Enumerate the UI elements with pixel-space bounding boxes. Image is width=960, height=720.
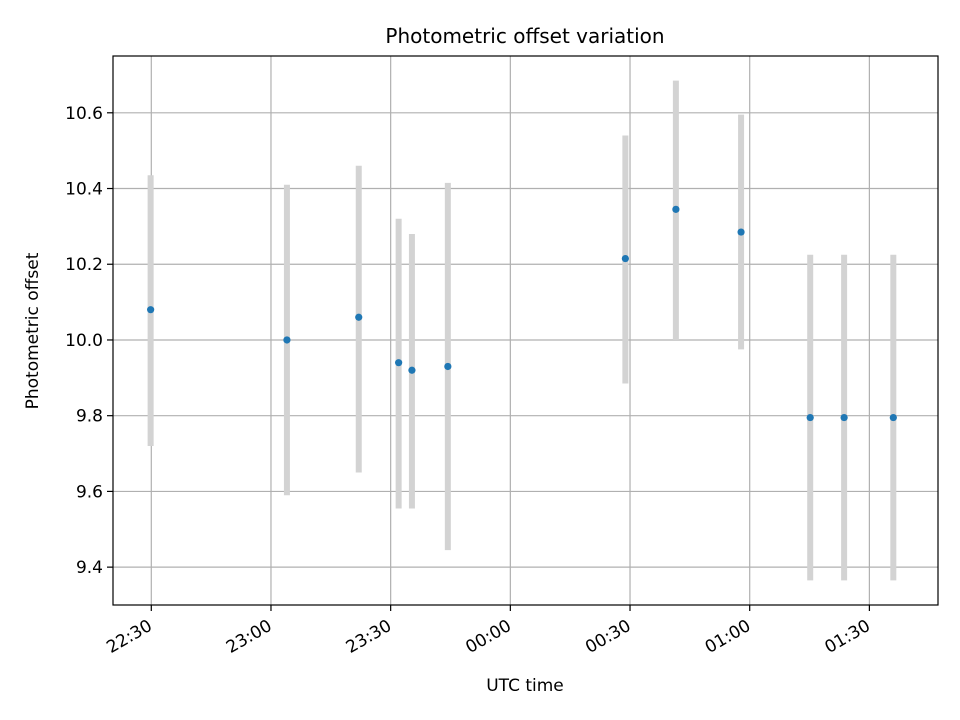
data-point bbox=[444, 362, 452, 371]
x-axis-label: UTC time bbox=[486, 676, 564, 696]
x-axis-ticks: 22:30 23:00 23:30 00:00 00:30 01:00 01:30 bbox=[103, 605, 874, 658]
plot-area bbox=[113, 56, 938, 605]
y-tick-label: 9.4 bbox=[76, 558, 103, 578]
data-point bbox=[889, 413, 897, 422]
y-tick-label: 10.0 bbox=[65, 331, 103, 351]
y-tick-label: 10.6 bbox=[65, 104, 103, 124]
x-tick-label: 00:30 bbox=[582, 616, 634, 658]
data-point bbox=[806, 413, 814, 422]
y-axis-ticks: 9.4 9.6 9.8 10.0 10.2 10.4 10.6 bbox=[65, 104, 113, 578]
x-tick-label: 23:00 bbox=[223, 616, 275, 658]
x-tick-label: 00:00 bbox=[462, 616, 514, 658]
y-axis-label: Photometric offset bbox=[23, 252, 43, 409]
y-tick-label: 9.8 bbox=[76, 407, 103, 427]
x-tick-label: 23:30 bbox=[343, 616, 395, 658]
x-tick-label: 01:00 bbox=[702, 616, 754, 658]
data-point bbox=[408, 366, 416, 374]
data-point bbox=[355, 313, 363, 321]
data-point bbox=[395, 359, 403, 367]
y-tick-label: 10.4 bbox=[65, 180, 103, 200]
data-points bbox=[147, 205, 897, 422]
y-tick-label: 10.2 bbox=[65, 255, 103, 275]
data-point bbox=[621, 254, 629, 263]
data-point bbox=[737, 228, 745, 236]
data-point bbox=[283, 336, 291, 344]
plot-frame bbox=[112, 55, 939, 606]
x-tick-label: 22:30 bbox=[103, 616, 155, 658]
grid-lines bbox=[113, 56, 938, 605]
data-point bbox=[840, 413, 848, 422]
data-point bbox=[672, 205, 680, 213]
chart-title: Photometric offset variation bbox=[385, 24, 664, 48]
y-tick-label: 9.6 bbox=[76, 482, 103, 502]
x-tick-label: 01:30 bbox=[821, 616, 873, 658]
data-point bbox=[147, 306, 155, 314]
